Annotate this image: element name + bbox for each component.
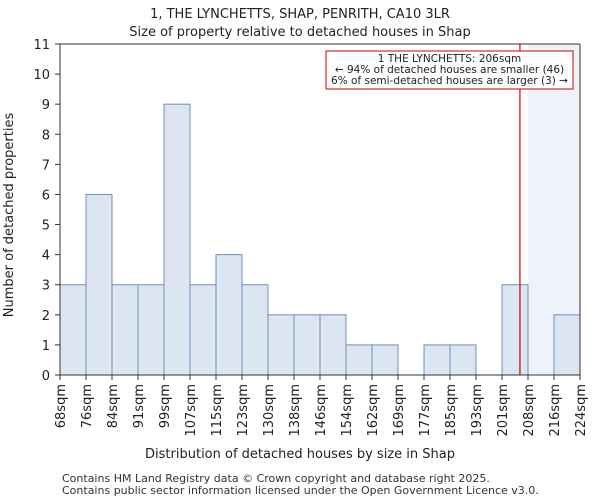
plot-area: 0 1 2 3 4 5 6 7 8 9 10 11 68sqm 76sqm 84sqm 91sqm 99sqm 1…	[33, 38, 589, 437]
x-tick-label-169sqm: 169sqm	[392, 384, 407, 437]
y-tick-label-4: 4	[42, 249, 50, 264]
x-tick-label-216sqm: 216sqm	[548, 384, 563, 437]
x-tick-label-68sqm: 68sqm	[54, 384, 69, 428]
x-tick-label-99sqm: 99sqm	[158, 384, 173, 428]
bar-177sqm	[423, 344, 451, 376]
bar-201sqm	[501, 284, 529, 376]
bar-123sqm	[241, 284, 269, 376]
y-tick-label-9: 9	[42, 98, 50, 113]
footer-line-2: Contains public sector information licen…	[62, 484, 539, 497]
x-tick-label-185sqm: 185sqm	[444, 384, 459, 437]
bar-130sqm	[267, 314, 295, 376]
y-tick-label-11: 11	[33, 38, 50, 53]
y-tick-label-7: 7	[42, 158, 50, 173]
y-tick-label-8: 8	[42, 128, 50, 143]
x-tick-label-177sqm: 177sqm	[418, 384, 433, 437]
y-axis-label: Number of detached properties	[2, 113, 17, 318]
bar-115sqm	[215, 254, 243, 376]
bar-185sqm	[449, 344, 477, 376]
annotation-line-1: 1 THE LYNCHETTS: 206sqm	[378, 53, 521, 65]
y-tick-label-2: 2	[42, 309, 50, 324]
x-tick-label-162sqm: 162sqm	[366, 384, 381, 437]
x-tick-label-130sqm: 130sqm	[262, 384, 277, 437]
bar-91sqm	[137, 284, 165, 376]
y-tick-label-0: 0	[42, 369, 50, 384]
footer-line-1: Contains HM Land Registry data © Crown c…	[62, 472, 490, 485]
x-tick-label-208sqm: 208sqm	[522, 384, 537, 437]
bar-76sqm	[85, 193, 113, 376]
bar-162sqm	[371, 344, 399, 376]
chart-subtitle: Size of property relative to detached ho…	[129, 25, 471, 40]
x-tick-label-224sqm: 224sqm	[574, 384, 589, 437]
x-tick-label-84sqm: 84sqm	[106, 384, 121, 428]
annotation-line-2: ← 94% of detached houses are smaller (46…	[335, 64, 564, 76]
x-axis-label: Distribution of detached houses by size …	[145, 447, 455, 462]
bar-107sqm	[189, 284, 217, 376]
x-tick-label-146sqm: 146sqm	[314, 384, 329, 437]
x-tick-label-123sqm: 123sqm	[236, 384, 251, 437]
chart-title: 1, THE LYNCHETTS, SHAP, PENRITH, CA10 3L…	[150, 7, 450, 22]
x-tick-label-193sqm: 193sqm	[470, 384, 485, 437]
bar-99sqm	[163, 103, 191, 376]
y-tick-label-3: 3	[42, 279, 50, 294]
x-tick-label-201sqm: 201sqm	[496, 384, 511, 437]
y-tick-label-1: 1	[42, 339, 50, 354]
y-tick-label-5: 5	[42, 219, 50, 234]
bar-68sqm	[59, 284, 87, 376]
x-tick-label-115sqm: 115sqm	[210, 384, 225, 437]
bar-84sqm	[111, 284, 139, 376]
x-tick-label-76sqm: 76sqm	[80, 384, 95, 428]
bar-154sqm	[345, 344, 373, 376]
x-tick-label-154sqm: 154sqm	[340, 384, 355, 437]
y-tick-label-6: 6	[42, 188, 50, 203]
bar-146sqm	[319, 314, 347, 376]
annotation-line-3: 6% of semi-detached houses are larger (3…	[331, 75, 568, 87]
y-tick-label-10: 10	[33, 68, 50, 83]
bar-138sqm	[293, 314, 321, 376]
x-tick-label-138sqm: 138sqm	[288, 384, 303, 437]
annotation-box	[325, 50, 574, 90]
x-tick-label-91sqm: 91sqm	[132, 384, 147, 428]
bar-216sqm	[553, 314, 581, 376]
x-tick-label-107sqm: 107sqm	[184, 384, 199, 437]
